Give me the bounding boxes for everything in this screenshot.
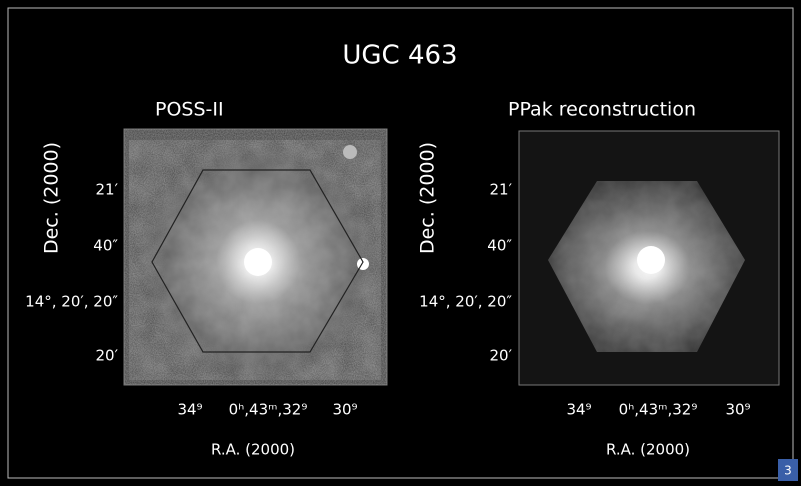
y-tick-label: 14°, 20′, 20″ (25, 293, 118, 311)
slide-title: UGC 463 (342, 41, 457, 71)
y-tick-label: 20′ (490, 347, 513, 365)
y-axis-label: Dec. (2000) (41, 142, 63, 254)
panel-title: POSS-II (155, 99, 224, 121)
x-tick-label: 30⁹ (332, 401, 357, 419)
y-tick-label: 14°, 20′, 20″ (419, 293, 512, 311)
poss-image (124, 129, 387, 385)
x-tick-label: 0ʰ,43ᵐ,32⁹ (619, 401, 698, 419)
x-tick-label: 34⁹ (566, 401, 591, 419)
y-tick-label: 21′ (96, 181, 119, 199)
x-tick-label: 0ʰ,43ᵐ,32⁹ (229, 401, 308, 419)
x-axis-label: R.A. (2000) (606, 441, 690, 459)
x-tick-label: 34⁹ (177, 401, 202, 419)
y-axis-label: Dec. (2000) (417, 142, 439, 254)
slide: UGC 463 3 POSS-II Dec. (2000) 21′ 40″ 14°, 2… (0, 0, 801, 486)
y-tick-label: 40″ (93, 237, 118, 255)
y-tick-label: 21′ (490, 181, 513, 199)
page-number: 3 (784, 464, 792, 478)
x-axis-label: R.A. (2000) (211, 441, 295, 459)
x-tick-label: 30⁹ (725, 401, 750, 419)
y-tick-label: 20′ (96, 347, 119, 365)
y-tick-label: 40″ (487, 237, 512, 255)
panel-title: PPak reconstruction (508, 99, 696, 121)
ppak-image (519, 131, 779, 385)
